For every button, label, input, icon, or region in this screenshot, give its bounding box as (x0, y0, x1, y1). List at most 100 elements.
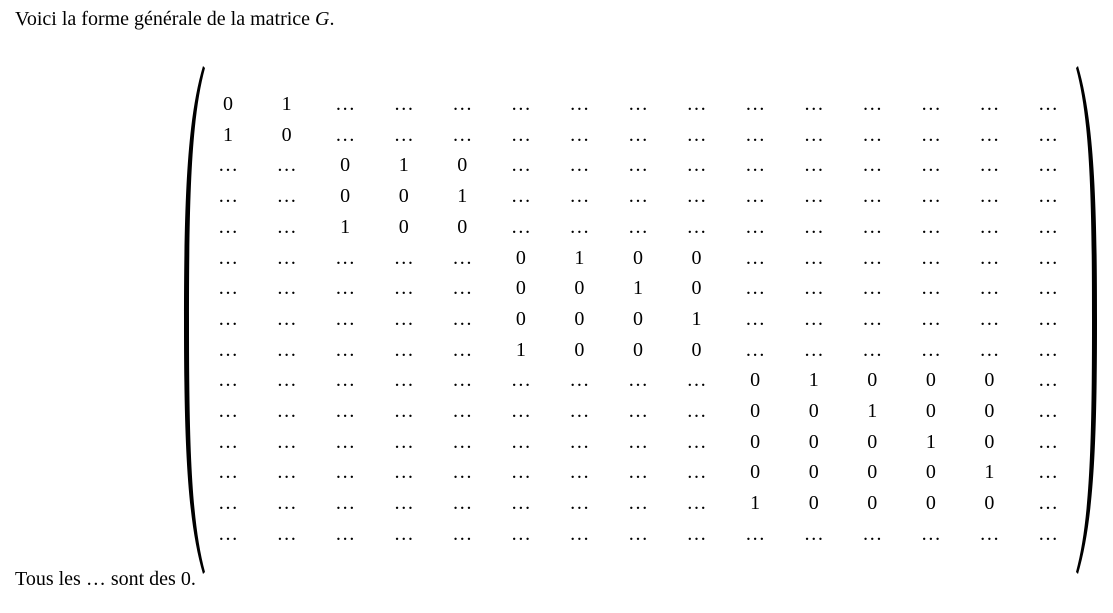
matrix-cell: … (569, 461, 590, 484)
matrix-cell: … (510, 123, 531, 146)
matrix-cell: … (218, 246, 238, 269)
outro-after: sont des 0. (105, 568, 196, 590)
matrix-cell: … (335, 123, 356, 146)
matrix-cell: 1 (340, 215, 351, 238)
matrix-cell: … (1037, 307, 1058, 330)
intro-text: Voici la forme générale de la matrice (15, 8, 316, 30)
matrix-cell: … (745, 123, 766, 146)
matrix-cell: … (803, 185, 824, 208)
matrix-cell: … (452, 400, 473, 422)
matrix-cell: 0 (632, 307, 643, 330)
matrix-cell: … (1037, 522, 1058, 545)
matrix-cell: … (452, 307, 473, 330)
matrix-cell: 0 (750, 430, 761, 453)
matrix-cell: 0 (574, 307, 585, 330)
matrix-cell: … (803, 277, 824, 300)
matrix-cell: … (920, 185, 941, 208)
matrix-cell: … (335, 461, 356, 484)
matrix-cell: … (1037, 400, 1058, 422)
matrix-cell: … (627, 522, 648, 545)
intro-end: . (329, 8, 335, 30)
matrix-cell: … (452, 461, 473, 484)
matrix-cell: 0 (515, 277, 526, 300)
outro-sentence: Tous les … sont des 0. (15, 568, 196, 591)
matrix-cell: … (335, 277, 356, 300)
matrix-cell: 1 (632, 277, 643, 300)
matrix-cell: … (510, 400, 531, 422)
matrix-cell: 0 (281, 123, 292, 146)
matrix-cell: 1 (750, 492, 761, 515)
matrix-cell: … (920, 123, 941, 146)
intro-sentence: Voici la forme générale de la matrice G. (15, 8, 335, 31)
matrix-cell: … (393, 522, 414, 545)
matrix-cell: 0 (808, 492, 819, 515)
matrix-cell: … (745, 277, 766, 300)
matrix-cell: … (335, 369, 356, 392)
matrix-symbol: G (315, 8, 330, 30)
matrix-cell: … (276, 185, 297, 208)
matrix-cell: … (862, 307, 883, 330)
matrix-cell: 1 (515, 338, 526, 361)
matrix-cell: … (686, 522, 707, 545)
matrix-cell: … (335, 522, 356, 545)
matrix-cell: 1 (281, 93, 292, 115)
matrix-cell: … (862, 522, 883, 545)
matrix-cell: … (1037, 246, 1058, 269)
matrix-cell: 1 (223, 123, 233, 146)
matrix-cell: … (1037, 123, 1058, 146)
matrix-cell: … (276, 154, 297, 177)
matrix-cell: … (627, 492, 648, 515)
matrix-cell: 1 (808, 369, 819, 392)
matrix-cell: … (218, 154, 238, 177)
matrix-cell: … (393, 93, 414, 115)
matrix-cell: 0 (691, 338, 702, 361)
matrix-cell: 0 (925, 369, 936, 392)
matrix-cell: 0 (925, 492, 936, 515)
matrix-cell: … (510, 522, 531, 545)
matrix-cell: … (218, 307, 238, 330)
matrix-cell: … (627, 154, 648, 177)
matrix-cell: 0 (457, 154, 468, 177)
matrix-cell: … (627, 461, 648, 484)
matrix-cell: 0 (340, 154, 351, 177)
matrix-cell: … (1037, 215, 1058, 238)
matrix-cell: … (452, 277, 473, 300)
matrix-cell: … (862, 123, 883, 146)
right-parenthesis (1076, 66, 1097, 574)
matrix-cell: … (686, 400, 707, 422)
matrix-cell: 0 (223, 93, 233, 115)
matrix-cell: 0 (398, 185, 409, 208)
matrix-cell: … (276, 246, 297, 269)
matrix-cell: 0 (398, 215, 409, 238)
matrix-cell: … (745, 93, 766, 115)
matrix-cell: 0 (808, 400, 819, 422)
matrix-cell: … (979, 123, 1000, 146)
matrix-cell: … (393, 277, 414, 300)
matrix-cell: … (276, 338, 297, 361)
matrix-cell: … (569, 430, 590, 453)
matrix-cell: … (569, 123, 590, 146)
matrix-cell: … (979, 246, 1000, 269)
matrix-cell: 1 (867, 400, 878, 422)
matrix-cell: 0 (867, 492, 878, 515)
matrix-cell: … (627, 123, 648, 146)
matrix-cell: … (393, 123, 414, 146)
matrix-cell: … (1037, 338, 1058, 361)
matrix-cell: … (979, 277, 1000, 300)
matrix-cell: … (510, 93, 531, 115)
matrix-cell: … (510, 430, 531, 453)
matrix-cell: … (276, 215, 297, 238)
matrix-cell: … (218, 277, 238, 300)
matrix-cell: 0 (984, 400, 995, 422)
matrix-cell: … (803, 338, 824, 361)
matrix-cell: … (803, 307, 824, 330)
matrix-cell: … (686, 430, 707, 453)
matrix-cell: … (569, 154, 590, 177)
matrix-cell: … (1037, 185, 1058, 208)
matrix-cell: … (862, 93, 883, 115)
matrix-cell: … (803, 93, 824, 115)
matrix-cell: 0 (808, 430, 819, 453)
matrix-cell: 1 (925, 430, 936, 453)
